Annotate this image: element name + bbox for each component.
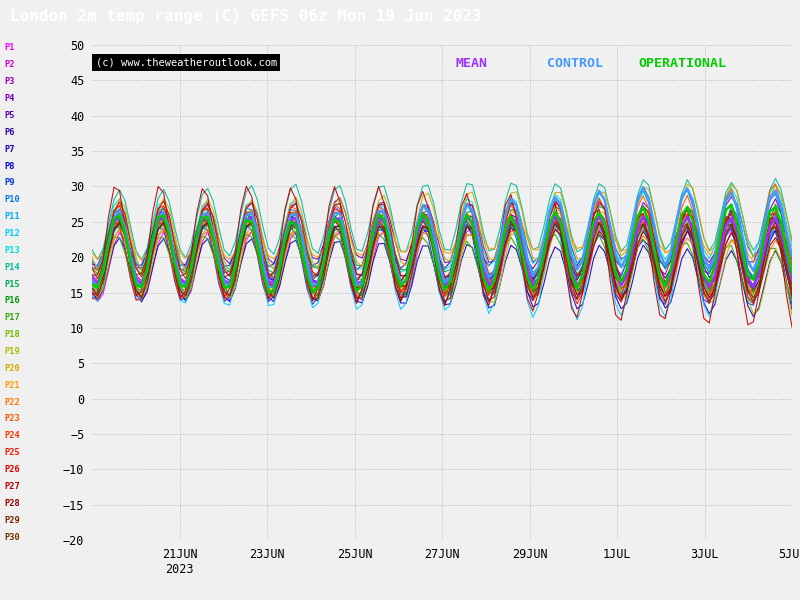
Text: London 2m temp range (C) GEFS 06z Mon 19 Jun 2023: London 2m temp range (C) GEFS 06z Mon 19… xyxy=(10,9,482,24)
Text: P19: P19 xyxy=(4,347,20,356)
Text: CONTROL: CONTROL xyxy=(547,58,603,70)
Text: P1: P1 xyxy=(4,43,14,52)
Text: P10: P10 xyxy=(4,195,20,204)
Text: P20: P20 xyxy=(4,364,20,373)
Text: P18: P18 xyxy=(4,330,20,339)
Text: MEAN: MEAN xyxy=(456,58,488,70)
Text: P12: P12 xyxy=(4,229,20,238)
Text: P4: P4 xyxy=(4,94,14,103)
Text: P22: P22 xyxy=(4,398,20,407)
Text: P13: P13 xyxy=(4,246,20,255)
Text: P26: P26 xyxy=(4,465,20,474)
Text: P5: P5 xyxy=(4,111,14,120)
Text: P21: P21 xyxy=(4,381,20,390)
Text: P15: P15 xyxy=(4,280,20,289)
Text: P25: P25 xyxy=(4,448,20,457)
Text: P24: P24 xyxy=(4,431,20,440)
Text: P27: P27 xyxy=(4,482,20,491)
Text: P29: P29 xyxy=(4,515,20,524)
Text: P16: P16 xyxy=(4,296,20,305)
Text: P17: P17 xyxy=(4,313,20,322)
Text: OPERATIONAL: OPERATIONAL xyxy=(638,58,726,70)
Text: P2: P2 xyxy=(4,61,14,70)
Text: P8: P8 xyxy=(4,161,14,170)
Text: P28: P28 xyxy=(4,499,20,508)
Text: P9: P9 xyxy=(4,178,14,187)
Text: P3: P3 xyxy=(4,77,14,86)
Text: P23: P23 xyxy=(4,415,20,424)
Text: P11: P11 xyxy=(4,212,20,221)
Text: (c) www.theweatheroutlook.com: (c) www.theweatheroutlook.com xyxy=(95,58,277,67)
Text: P30: P30 xyxy=(4,533,20,541)
Text: P14: P14 xyxy=(4,263,20,272)
Text: P6: P6 xyxy=(4,128,14,137)
Text: P7: P7 xyxy=(4,145,14,154)
